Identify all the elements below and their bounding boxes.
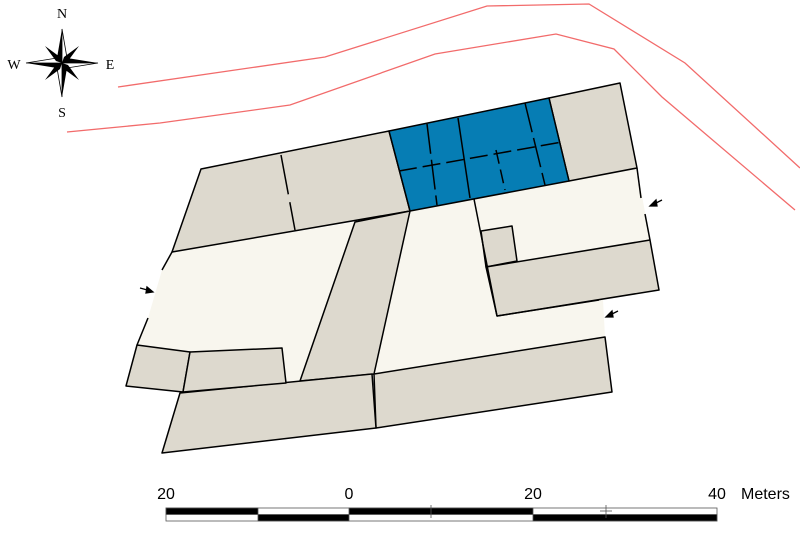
wall: [136, 317, 149, 346]
compass-west-label: W: [7, 58, 21, 73]
scale-bar: [165, 505, 718, 522]
scale-label: 0: [345, 486, 354, 503]
entrance-arrow-icon: [604, 309, 619, 318]
scale-label: 40: [708, 486, 726, 503]
scale-label: 20: [524, 486, 542, 503]
wall: [496, 299, 600, 317]
wall: [636, 167, 642, 199]
room-bottom-left-b: [182, 347, 287, 393]
wall: [495, 149, 506, 191]
wall: [457, 117, 471, 199]
wall: [644, 213, 651, 241]
scale-unit-label: Meters: [741, 486, 790, 503]
entrance-arrow-icon: [139, 285, 155, 294]
corridor-central: [374, 199, 605, 374]
wall: [280, 154, 296, 231]
wall: [473, 198, 498, 317]
wall: [524, 102, 546, 186]
boundary-line: [117, 3, 800, 169]
wall: [161, 251, 173, 271]
compass-south-label: S: [58, 106, 66, 121]
room-bottom-middle: [161, 373, 377, 454]
wall: [398, 141, 563, 172]
compass-north-label: N: [57, 7, 67, 22]
room-bottom-left-a: [125, 344, 191, 393]
corridor-left-hall: [137, 222, 355, 383]
corridor-right-wing: [474, 168, 650, 267]
entrance-arrow-icon: [648, 198, 663, 207]
compass-east-label: E: [106, 58, 115, 73]
boundary-line: [66, 33, 796, 211]
compass-rose-icon: [25, 28, 99, 98]
scale-label: 20: [157, 486, 175, 503]
